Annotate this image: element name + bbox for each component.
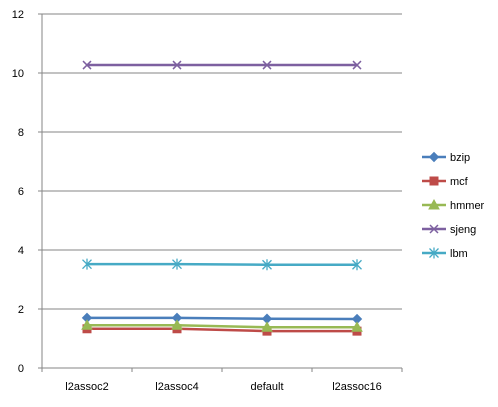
data-point [261,321,273,332]
legend-marker [429,247,439,259]
axes [38,13,403,372]
y-tick-label: 8 [18,127,24,139]
series-hmmer [81,319,363,332]
gridlines [42,13,402,310]
y-tick-label: 4 [18,245,24,257]
y-tick-label: 10 [12,68,24,80]
series-line [87,323,357,329]
data-point [82,60,92,70]
legend-label: hmmer [450,200,485,212]
x-axis-tick-labels: l2assoc2 l2assoc4 default l2assoc16 [65,381,381,393]
data-point [352,60,362,70]
x-tick-label: l2assoc16 [332,381,382,393]
data-point [82,258,92,270]
legend-label: mcf [450,176,469,188]
data-point [262,259,272,271]
legend-marker [428,151,440,163]
legend-marker [428,198,440,210]
legend-marker [429,176,439,186]
series-line [87,327,357,333]
series-sjeng [82,60,362,70]
data-point [352,259,362,271]
y-tick-label: 2 [18,304,24,316]
legend-entry: hmmer [422,198,485,212]
x-tick-label: default [250,381,283,393]
series-lines [81,60,363,336]
legend-marker [429,224,439,234]
y-tick-label: 12 [12,9,24,21]
series-line [87,316,358,321]
series-lbm [82,258,362,271]
legend-entry: lbm [422,247,468,260]
legend-label: sjeng [450,224,476,236]
y-tick-label: 6 [18,186,24,198]
data-point [81,319,93,330]
y-tick-label: 0 [18,363,24,375]
y-axis-tick-labels: 0 2 4 6 8 10 12 [12,9,24,375]
legend-entry: sjeng [422,224,476,236]
series-line [87,262,357,266]
x-tick-label: l2assoc4 [155,381,198,393]
data-point [262,60,272,70]
data-point [171,319,183,330]
legend: bzip mcf hmmer sjeng lbm [422,151,485,260]
x-tick-label: l2assoc2 [65,381,108,393]
legend-entry: bzip [422,151,470,164]
data-point [351,321,363,332]
data-point [172,258,182,270]
series-bzip [81,312,363,325]
legend-entry: mcf [422,176,469,188]
data-point [172,60,182,70]
legend-label: bzip [450,152,470,164]
legend-label: lbm [450,248,468,260]
